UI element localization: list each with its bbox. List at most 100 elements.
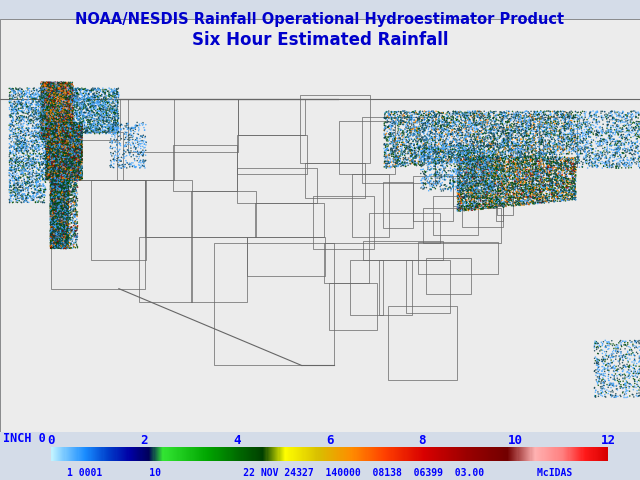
Point (524, 133, 534, 141)
Point (76, 170, 86, 178)
Point (42, 124, 52, 132)
Point (54, 230, 64, 238)
Point (58, 243, 68, 251)
Point (45, 225, 56, 233)
Point (60, 230, 70, 238)
Point (47, 109, 57, 117)
Point (63, 93, 73, 101)
Point (66, 172, 76, 180)
Point (44, 115, 54, 122)
Point (55, 109, 65, 117)
Point (47, 93, 57, 100)
Point (465, 186, 476, 193)
Point (49, 144, 60, 152)
Point (579, 144, 589, 152)
Point (9, 164, 19, 172)
Point (464, 161, 474, 168)
Point (53, 137, 63, 145)
Point (50, 175, 60, 182)
Point (8, 142, 18, 150)
Point (48, 207, 58, 215)
Point (54, 211, 64, 218)
Point (415, 109, 425, 117)
Point (42, 153, 52, 160)
Point (65, 146, 76, 154)
Point (620, 121, 630, 129)
Point (53, 122, 63, 130)
Point (56, 183, 67, 191)
Point (63, 170, 73, 178)
Point (506, 160, 516, 168)
Point (509, 199, 520, 206)
Point (52, 82, 62, 89)
Point (464, 158, 474, 166)
Point (52, 91, 62, 99)
Point (55, 204, 65, 212)
Point (551, 154, 561, 161)
Point (41, 97, 51, 105)
Point (562, 131, 572, 139)
Point (43, 111, 53, 119)
Point (457, 197, 467, 205)
Point (65, 132, 75, 140)
Point (582, 144, 592, 152)
Point (51, 126, 61, 133)
Point (137, 137, 147, 144)
Point (427, 155, 437, 163)
Point (23, 156, 33, 164)
Point (21, 103, 31, 110)
Point (49, 217, 59, 225)
Point (52, 123, 62, 131)
Point (600, 358, 610, 365)
Point (394, 146, 404, 154)
Point (51, 171, 61, 179)
Point (421, 145, 431, 153)
Point (54, 184, 64, 192)
Point (54, 167, 65, 175)
Point (56, 107, 67, 114)
Point (54, 125, 65, 132)
Point (54, 96, 64, 104)
Point (38, 104, 49, 111)
Point (45, 134, 56, 142)
Point (58, 113, 68, 121)
Point (36, 150, 47, 157)
Point (52, 106, 62, 113)
Point (490, 121, 500, 129)
Point (85, 103, 95, 110)
Point (42, 131, 52, 139)
Point (485, 180, 495, 188)
Point (52, 242, 63, 250)
Point (40, 85, 51, 93)
Point (51, 168, 61, 176)
Point (449, 148, 460, 156)
Point (61, 104, 72, 112)
Point (39, 80, 49, 87)
Point (44, 168, 54, 176)
Point (40, 105, 51, 113)
Point (40, 93, 51, 101)
Point (62, 101, 72, 108)
Point (50, 181, 60, 189)
Point (566, 180, 577, 187)
Point (49, 114, 59, 122)
Point (52, 97, 63, 105)
Point (11, 165, 21, 173)
Point (56, 177, 66, 184)
Point (47, 83, 57, 90)
Point (53, 240, 63, 248)
Point (47, 79, 58, 87)
Point (57, 218, 67, 226)
Point (51, 145, 61, 153)
Point (629, 365, 639, 372)
Point (484, 204, 494, 212)
Point (49, 171, 60, 179)
Point (65, 137, 76, 144)
Point (469, 178, 479, 186)
Point (54, 106, 64, 114)
Point (582, 148, 593, 156)
Point (413, 135, 423, 143)
Point (53, 87, 63, 95)
Point (51, 156, 61, 164)
Point (24, 179, 35, 186)
